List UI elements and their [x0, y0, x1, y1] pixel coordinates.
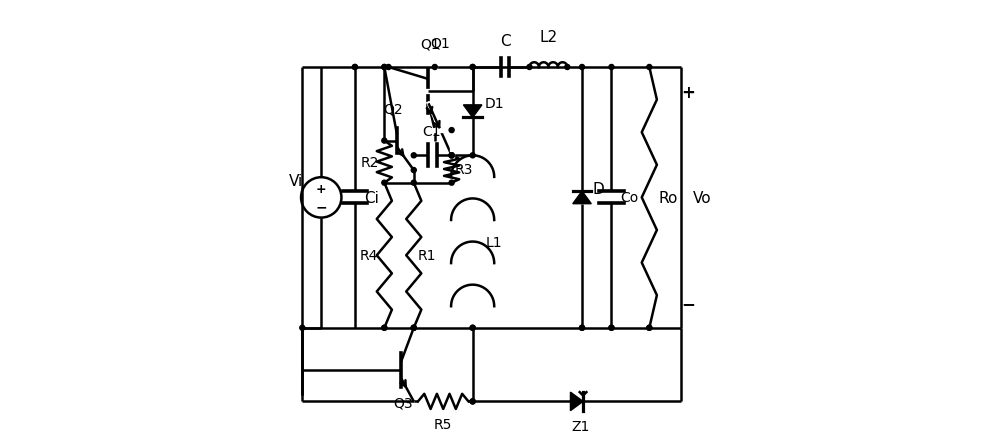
Circle shape [609, 66, 614, 70]
Circle shape [382, 139, 387, 144]
Circle shape [449, 154, 454, 158]
Circle shape [470, 66, 475, 70]
Circle shape [382, 326, 387, 331]
Text: Ci: Ci [364, 191, 379, 205]
Text: +: + [681, 84, 695, 102]
Circle shape [449, 128, 454, 133]
Text: R1: R1 [417, 249, 436, 263]
Circle shape [382, 66, 387, 70]
Circle shape [609, 326, 614, 331]
Circle shape [470, 399, 475, 404]
Circle shape [411, 326, 416, 331]
Text: Vi: Vi [289, 174, 304, 189]
Circle shape [470, 326, 475, 331]
Text: Q1: Q1 [430, 36, 450, 50]
Circle shape [382, 326, 387, 331]
Polygon shape [463, 105, 482, 118]
Circle shape [470, 66, 475, 70]
Text: Q1: Q1 [421, 37, 440, 51]
Circle shape [300, 326, 305, 331]
Circle shape [449, 154, 454, 158]
Text: Vo: Vo [693, 191, 711, 205]
Circle shape [386, 66, 391, 70]
Circle shape [470, 326, 475, 331]
Text: Q3: Q3 [393, 395, 413, 409]
Circle shape [609, 326, 614, 331]
Text: +: + [316, 182, 327, 195]
Circle shape [352, 66, 357, 70]
Text: R3: R3 [455, 163, 473, 177]
Circle shape [565, 66, 570, 70]
Text: Z1: Z1 [572, 419, 590, 433]
Text: −: − [681, 294, 695, 312]
Text: C: C [500, 34, 511, 49]
Circle shape [470, 154, 475, 158]
Text: L1: L1 [486, 235, 503, 249]
Polygon shape [573, 192, 591, 204]
Circle shape [411, 326, 416, 331]
Circle shape [449, 181, 454, 186]
Circle shape [647, 326, 652, 331]
Text: Q2: Q2 [383, 102, 403, 116]
Text: R5: R5 [434, 418, 452, 431]
Text: D: D [593, 182, 604, 197]
Circle shape [579, 66, 585, 70]
Circle shape [411, 326, 416, 331]
Circle shape [527, 66, 532, 70]
Text: Co: Co [621, 191, 639, 205]
Circle shape [411, 154, 416, 158]
Text: −: − [315, 200, 327, 214]
Circle shape [352, 66, 357, 70]
Circle shape [449, 154, 454, 158]
Polygon shape [570, 392, 583, 411]
Text: R4: R4 [359, 249, 378, 263]
Circle shape [432, 66, 437, 70]
Circle shape [579, 326, 585, 331]
Circle shape [647, 66, 652, 70]
Circle shape [411, 181, 416, 186]
Circle shape [579, 326, 585, 331]
Circle shape [411, 168, 416, 173]
Text: R2: R2 [360, 155, 379, 169]
Text: Ro: Ro [659, 191, 678, 205]
Circle shape [470, 399, 475, 404]
Text: C1: C1 [423, 125, 441, 139]
Text: D1: D1 [484, 96, 504, 111]
Circle shape [382, 181, 387, 186]
Circle shape [382, 66, 387, 70]
Text: L2: L2 [539, 30, 557, 45]
Circle shape [647, 326, 652, 331]
